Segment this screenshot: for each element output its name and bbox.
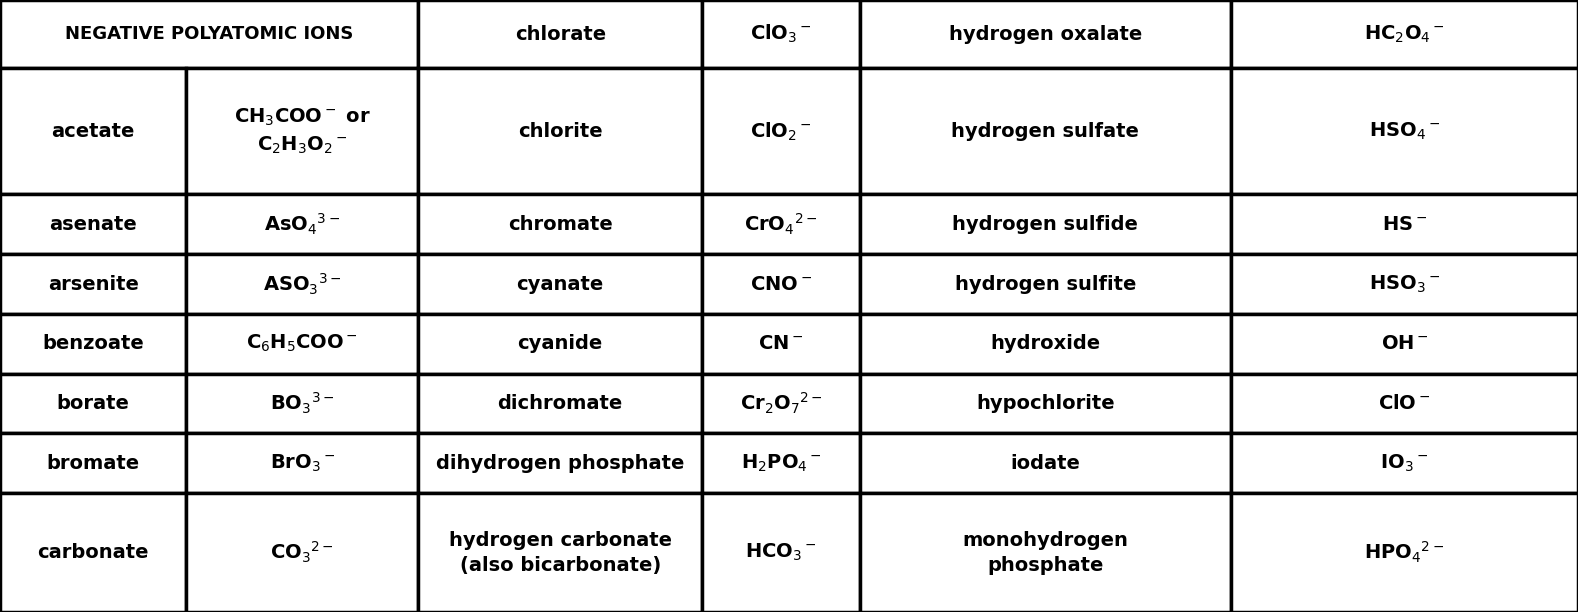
Bar bbox=[860, 254, 1231, 314]
Text: hydrogen oxalate: hydrogen oxalate bbox=[948, 24, 1142, 43]
Text: C$_6$H$_5$COO$^-$: C$_6$H$_5$COO$^-$ bbox=[246, 333, 358, 354]
Text: CH$_3$COO$^-$ or
C$_2$H$_3$O$_2$$^-$: CH$_3$COO$^-$ or C$_2$H$_3$O$_2$$^-$ bbox=[234, 107, 371, 156]
Bar bbox=[0, 195, 186, 254]
Text: bromate: bromate bbox=[46, 454, 140, 473]
Bar bbox=[186, 493, 418, 612]
Text: dichromate: dichromate bbox=[497, 394, 623, 413]
Bar bbox=[702, 0, 860, 69]
Bar bbox=[0, 254, 186, 314]
Bar bbox=[186, 254, 418, 314]
Text: carbonate: carbonate bbox=[38, 543, 148, 562]
Bar bbox=[418, 254, 702, 314]
Text: HSO$_3$$^-$: HSO$_3$$^-$ bbox=[1368, 274, 1441, 295]
Bar bbox=[418, 314, 702, 374]
Text: hydrogen sulfite: hydrogen sulfite bbox=[955, 275, 1136, 294]
Bar bbox=[1231, 69, 1578, 195]
Bar bbox=[0, 493, 186, 612]
Text: hydrogen sulfide: hydrogen sulfide bbox=[953, 215, 1138, 234]
Bar bbox=[0, 0, 418, 69]
Bar bbox=[1231, 314, 1578, 374]
Bar bbox=[186, 433, 418, 493]
Text: hypochlorite: hypochlorite bbox=[977, 394, 1114, 413]
Bar bbox=[702, 493, 860, 612]
Text: CNO$^-$: CNO$^-$ bbox=[750, 275, 813, 294]
Text: H$_2$PO$_4$$^-$: H$_2$PO$_4$$^-$ bbox=[740, 453, 822, 474]
Text: ClO$^-$: ClO$^-$ bbox=[1378, 394, 1431, 413]
Bar bbox=[860, 69, 1231, 195]
Text: hydrogen carbonate
(also bicarbonate): hydrogen carbonate (also bicarbonate) bbox=[448, 531, 672, 575]
Text: iodate: iodate bbox=[1010, 454, 1081, 473]
Text: chlorite: chlorite bbox=[518, 122, 603, 141]
Text: IO$_3$$^-$: IO$_3$$^-$ bbox=[1381, 453, 1428, 474]
Bar bbox=[0, 69, 186, 195]
Text: monohydrogen
phosphate: monohydrogen phosphate bbox=[963, 531, 1128, 575]
Text: CO$_3$$^{2-}$: CO$_3$$^{2-}$ bbox=[270, 540, 335, 565]
Bar bbox=[860, 493, 1231, 612]
Bar bbox=[860, 195, 1231, 254]
Text: borate: borate bbox=[57, 394, 129, 413]
Bar bbox=[186, 69, 418, 195]
Bar bbox=[702, 374, 860, 433]
Text: chromate: chromate bbox=[508, 215, 612, 234]
Text: benzoate: benzoate bbox=[43, 334, 144, 353]
Bar bbox=[0, 433, 186, 493]
Text: HS$^-$: HS$^-$ bbox=[1382, 215, 1427, 234]
Text: HCO$_3$$^-$: HCO$_3$$^-$ bbox=[745, 542, 817, 563]
Bar bbox=[186, 195, 418, 254]
Bar bbox=[860, 314, 1231, 374]
Text: cyanide: cyanide bbox=[518, 334, 603, 353]
Text: BO$_3$$^{3-}$: BO$_3$$^{3-}$ bbox=[270, 391, 335, 416]
Bar bbox=[702, 69, 860, 195]
Text: CN$^-$: CN$^-$ bbox=[759, 334, 803, 353]
Text: ASO$_3$$^{3-}$: ASO$_3$$^{3-}$ bbox=[264, 272, 341, 297]
Text: HC$_2$O$_4$$^-$: HC$_2$O$_4$$^-$ bbox=[1363, 23, 1445, 45]
Text: chlorate: chlorate bbox=[514, 24, 606, 43]
Bar bbox=[418, 69, 702, 195]
Bar bbox=[0, 374, 186, 433]
Bar bbox=[418, 374, 702, 433]
Bar bbox=[418, 0, 702, 69]
Bar bbox=[860, 0, 1231, 69]
Bar bbox=[860, 374, 1231, 433]
Bar bbox=[1231, 195, 1578, 254]
Bar bbox=[702, 195, 860, 254]
Bar bbox=[702, 314, 860, 374]
Bar bbox=[1231, 254, 1578, 314]
Bar bbox=[702, 254, 860, 314]
Text: AsO$_4$$^{3-}$: AsO$_4$$^{3-}$ bbox=[264, 212, 341, 237]
Bar bbox=[1231, 433, 1578, 493]
Bar bbox=[418, 195, 702, 254]
Text: ClO$_3$$^-$: ClO$_3$$^-$ bbox=[750, 23, 813, 45]
Bar bbox=[0, 314, 186, 374]
Text: hydrogen sulfate: hydrogen sulfate bbox=[952, 122, 1139, 141]
Text: NEGATIVE POLYATOMIC IONS: NEGATIVE POLYATOMIC IONS bbox=[65, 25, 353, 43]
Bar bbox=[1231, 374, 1578, 433]
Text: hydroxide: hydroxide bbox=[991, 334, 1100, 353]
Text: HSO$_4$$^-$: HSO$_4$$^-$ bbox=[1368, 121, 1441, 142]
Text: cyanate: cyanate bbox=[516, 275, 604, 294]
Bar bbox=[1231, 493, 1578, 612]
Text: HPO$_4$$^{2-}$: HPO$_4$$^{2-}$ bbox=[1365, 540, 1444, 565]
Bar bbox=[186, 374, 418, 433]
Text: ClO$_2$$^-$: ClO$_2$$^-$ bbox=[750, 120, 813, 143]
Bar bbox=[702, 433, 860, 493]
Text: Cr$_2$O$_7$$^{2-}$: Cr$_2$O$_7$$^{2-}$ bbox=[740, 391, 822, 416]
Text: arsenite: arsenite bbox=[47, 275, 139, 294]
Bar bbox=[860, 433, 1231, 493]
Text: OH$^-$: OH$^-$ bbox=[1381, 334, 1428, 353]
Bar bbox=[418, 493, 702, 612]
Text: acetate: acetate bbox=[52, 122, 134, 141]
Text: asenate: asenate bbox=[49, 215, 137, 234]
Text: CrO$_4$$^{2-}$: CrO$_4$$^{2-}$ bbox=[745, 212, 817, 237]
Text: dihydrogen phosphate: dihydrogen phosphate bbox=[436, 454, 685, 473]
Bar bbox=[418, 433, 702, 493]
Bar bbox=[1231, 0, 1578, 69]
Bar bbox=[186, 314, 418, 374]
Text: BrO$_3$$^-$: BrO$_3$$^-$ bbox=[270, 453, 335, 474]
